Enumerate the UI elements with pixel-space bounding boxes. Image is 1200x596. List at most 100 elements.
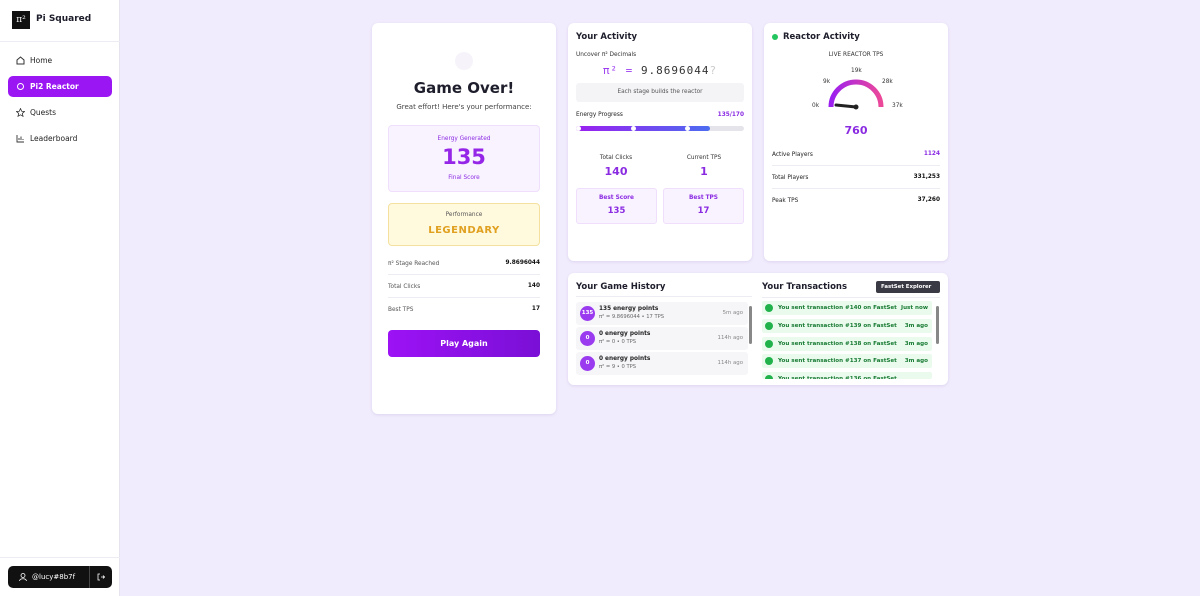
history-time: 5m ago [722,310,743,316]
nav-quests[interactable]: Quests [8,102,112,123]
row-value: 9.8696044 [505,260,540,266]
history-detail: π² = 9.8696044 • 17 TPS [599,314,665,320]
transaction-item[interactable]: You sent transaction #136 on FastSet [762,372,932,380]
nav-label: Home [30,56,53,65]
transaction-text: You sent transaction #138 on FastSet [778,340,897,347]
gauge-tick: 0k [812,103,820,109]
transaction-time: Just now [900,305,928,311]
transaction-item[interactable]: You sent transaction #139 on FastSet 3m a… [762,318,932,333]
transaction-item[interactable]: You sent transaction #137 on FastSet 3m a… [762,354,932,369]
gauge-label: LIVE REACTOR TPS [828,52,884,58]
best-label: Best TPS [689,195,718,201]
gauge-tick: 19k [851,68,862,74]
nav-home[interactable]: Home [8,50,112,71]
row-value: 1124 [923,151,940,157]
stat-value: 1 [700,165,708,178]
icon [16,108,25,117]
stage-note: Each stage builds the reactor [576,83,744,102]
history-time: 114h ago [717,360,743,366]
history-item[interactable]: 0 0 energy points π² = 9 • 0 TPS 114h ago [576,352,748,375]
progress-label: Energy Progress [576,112,623,118]
game-over-title: Game Over! [413,79,515,97]
nav-label: Leaderboard [30,134,78,143]
row-label: Best TPS [388,307,414,313]
divider [762,297,940,298]
transaction-text: You sent transaction #139 on FastSet [778,322,897,329]
progress-value: 135/170 [717,112,744,118]
transaction-time: 3m ago [904,322,928,329]
performance-value: LEGENDARY [428,225,500,236]
row-value: 140 [527,283,540,289]
best-label: Best Score [599,195,634,201]
divider [772,188,940,189]
row-label: Total Players [772,175,809,181]
divider [0,557,120,558]
transaction-item[interactable]: You sent transaction #138 on FastSet 3m a… [762,336,932,351]
gauge [828,79,884,110]
gauge-tick: 37k [892,103,903,109]
row-value: 17 [531,306,540,312]
check-icon [765,321,773,330]
live-dot [772,34,778,40]
username: @lucy#8b7f [32,573,76,581]
user-pill[interactable]: @lucy#8b7f [8,566,112,588]
divider [89,566,90,588]
progress-dot [685,126,690,131]
faint-icon [455,52,473,70]
energy-value: 135 [442,145,486,169]
row-label: Total Clicks [388,284,421,290]
progress-dot [576,126,581,131]
row-label: Active Players [772,152,813,158]
activity-title: Your Activity [576,32,638,42]
pi-display: π² = 9.8696044? [568,64,752,77]
score-badge: 135 [580,306,595,321]
divider [576,296,752,297]
nav-label: Pi2 Reactor [30,82,79,91]
transaction-time: 3m ago [904,340,928,347]
check-icon [765,304,773,312]
play-again-button[interactable]: Play Again [388,330,540,357]
transactions-title: Your Transactions [762,282,848,292]
icon [17,83,24,90]
best-value: 17 [697,206,710,216]
activity-card [568,23,752,261]
reactor-card [764,23,948,261]
logout-icon[interactable] [97,573,105,581]
nav-reactor[interactable]: Pi2 Reactor [8,76,112,97]
gauge-tick: 28k [882,79,893,85]
sidebar: π² Pi Squared [0,0,120,596]
pi-next: ? [709,64,718,77]
icon [16,135,24,143]
gauge-value: 760 [844,124,868,137]
explorer-label: FastSet Explorer [881,284,932,290]
divider [388,297,540,298]
transaction-item[interactable]: You sent transaction #140 on FastSet Just… [762,301,932,315]
stat-label: Current TPS [686,155,722,161]
history-points: 0 energy points [599,356,651,362]
gauge-needle [834,103,858,109]
energy-box [388,125,540,192]
history-item[interactable]: 0 0 energy points π² = 0 • 0 TPS 114h ago [576,327,748,350]
scrollbar[interactable] [749,306,752,344]
nav-leaderboard[interactable]: Leaderboard [8,128,112,149]
row-value: 37,260 [917,197,940,203]
explorer-button[interactable]: FastSet Explorer [876,281,940,293]
row-label: Peak TPS [772,198,799,204]
transaction-text: You sent transaction #137 on FastSet [778,358,897,365]
check-icon [765,375,773,380]
energy-label: Energy Generated [437,136,491,142]
progress-fill [576,126,710,131]
scrollbar[interactable] [936,306,939,344]
uncover-label: Uncover π² Decimals [576,52,637,58]
history-points: 0 energy points [599,331,651,337]
performance-box [388,203,540,246]
history-item[interactable]: 135 135 energy points π² = 9.8696044 • 17 … [576,302,748,325]
energy-caption: Final Score [448,175,480,181]
progress-dot [631,126,636,131]
score-badge: 0 [580,356,595,371]
divider [0,41,120,42]
row-value: 331,253 [913,174,940,180]
stat-label: Total Clicks [599,155,633,161]
